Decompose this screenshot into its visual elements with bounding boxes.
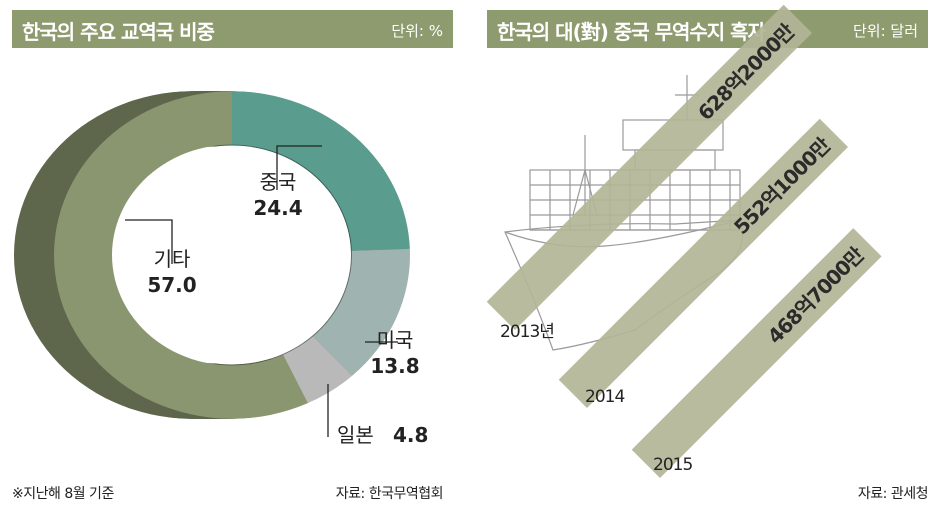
bar-0	[486, 4, 812, 330]
trade-share-panel: 한국의 주요 교역국 비중 단위: % 중국 24.4 미국 13.8 일본 4.8 기타 5…	[0, 0, 465, 508]
slice-label-usa: 미국	[377, 328, 414, 352]
donut-slice-japan	[283, 336, 353, 404]
slice-value-other: 57.0	[147, 273, 196, 297]
slice-label-china: 중국	[260, 170, 297, 194]
trade-share-source: 자료: 한국무역협회	[335, 486, 444, 502]
bar-value-label-0: 628억2000만	[693, 18, 800, 125]
slice-value-usa: 13.8	[370, 354, 419, 378]
bar-value-label-1: 552억1000만	[729, 132, 836, 239]
trade-share-unit: 단위: %	[391, 22, 443, 40]
bar-category-label-2: 2015	[653, 455, 692, 475]
bar-group-1: 552억1000만	[558, 118, 849, 408]
donut-slice-china	[232, 91, 410, 251]
bar-2	[631, 228, 882, 478]
slice-value-japan: 4.8	[393, 423, 428, 447]
trade-surplus-panel: 한국의 대(對) 중국 무역수지 흑자 단위: 달러 628억2000만 2013…	[475, 0, 940, 508]
donut-hole	[113, 145, 351, 365]
bar-category-label-1: 2014	[585, 387, 624, 407]
slice-label-other: 기타	[154, 247, 191, 271]
bar-group-0: 628억2000만	[486, 4, 812, 330]
leader-line-other	[125, 219, 173, 264]
donut-slice-other	[54, 91, 308, 419]
slice-label-japan: 일본	[337, 423, 374, 447]
trade-surplus-source: 자료: 관세청	[857, 486, 929, 502]
trade-surplus-unit: 단위: 달러	[852, 22, 918, 40]
bar-group-2: 468억7000만	[631, 228, 882, 478]
leader-line-china	[276, 145, 322, 190]
bar-category-label-0: 2013년	[500, 322, 554, 342]
trade-surplus-bar-chart: 628억2000만 2013년 552억1000만 2014 468억7000만 2015	[486, 4, 882, 478]
donut-slice-usa	[313, 248, 410, 376]
trade-surplus-header: 한국의 대(對) 중국 무역수지 흑자 단위: 달러	[487, 10, 928, 48]
bar-1	[558, 118, 849, 408]
trade-share-title: 한국의 주요 교역국 비중	[22, 20, 215, 44]
trade-share-header: 한국의 주요 교역국 비중 단위: %	[12, 10, 453, 48]
trade-surplus-title: 한국의 대(對) 중국 무역수지 흑자	[497, 20, 766, 44]
trade-share-footnote: ※지난해 8월 기준	[12, 486, 114, 502]
bar-value-label-2: 468억7000만	[763, 242, 870, 349]
slice-value-china: 24.4	[253, 196, 302, 220]
